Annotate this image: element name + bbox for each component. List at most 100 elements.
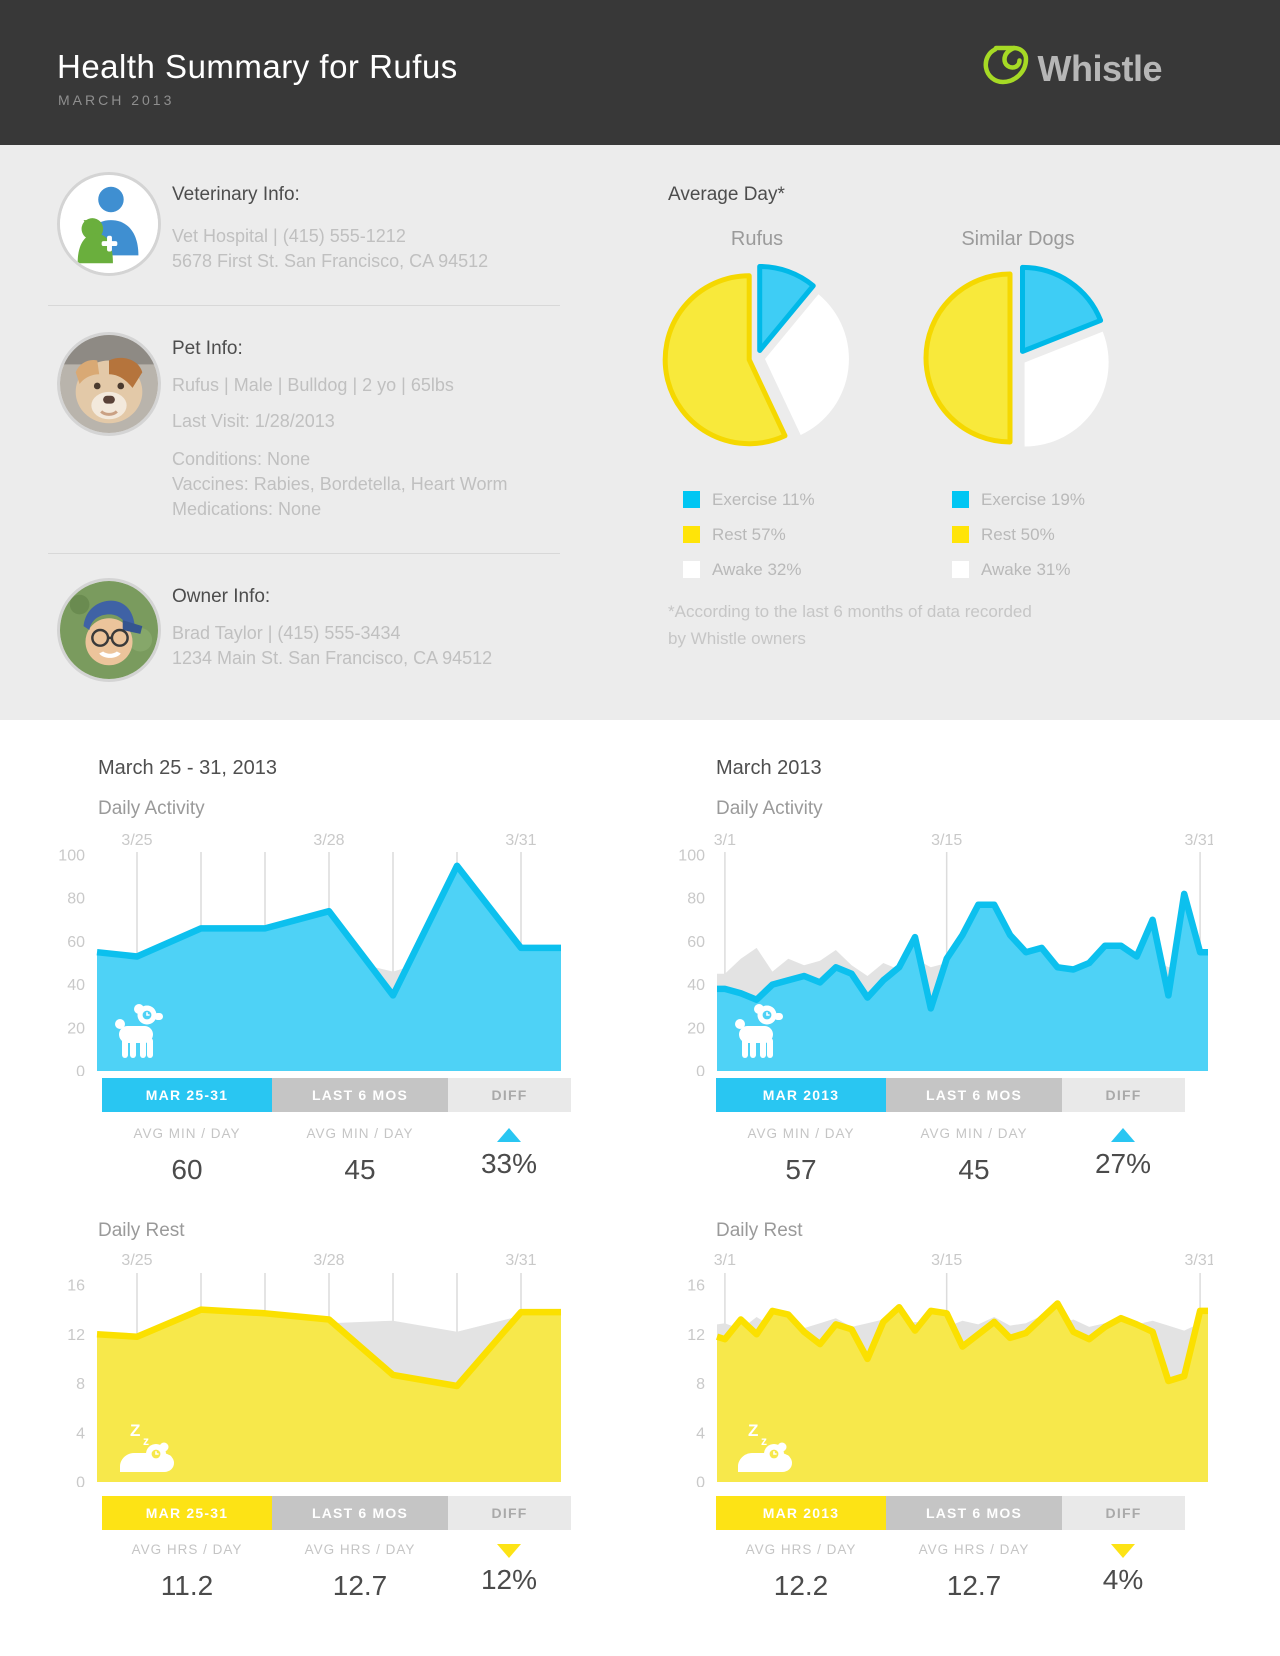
svg-text:16: 16 <box>687 1278 705 1295</box>
tab-current-period: MAR 2013 <box>716 1496 886 1530</box>
vet-info-heading: Veterinary Info: <box>172 184 300 205</box>
metric-value-baseline: 12.7 <box>946 1570 1002 1601</box>
pie-chart-svg <box>923 264 1109 447</box>
svg-text:80: 80 <box>687 891 705 908</box>
month-activity-statsbar: MAR 2013 LAST 6 MOS DIFF <box>716 1078 1185 1112</box>
legend-label: Rest 57% <box>712 524 786 544</box>
tab-diff: DIFF <box>1062 1496 1185 1530</box>
legend-item-rest: Rest 50% <box>952 517 1085 552</box>
legend-item-awake: Awake 31% <box>952 552 1085 587</box>
metric-label: AVG HRS / DAY <box>131 1542 243 1557</box>
divider <box>48 553 560 554</box>
pet-line-1: Rufus | Male | Bulldog | 2 yo | 65lbs <box>172 375 454 395</box>
svg-text:Z: Z <box>748 1421 758 1440</box>
tab-diff: DIFF <box>448 1078 571 1112</box>
svg-text:8: 8 <box>696 1376 705 1393</box>
svg-text:0: 0 <box>76 1475 85 1488</box>
main-line <box>716 1300 1208 1385</box>
footnote-line-1: *According to the last 6 months of data … <box>668 602 1032 621</box>
metric-label: AVG HRS / DAY <box>745 1542 857 1557</box>
svg-text:40: 40 <box>67 977 85 994</box>
legend-swatch-icon <box>683 561 700 578</box>
month-rest-metrics: AVG HRS / DAY 12.2 AVG HRS / DAY 12.7 4% <box>716 1542 1185 1642</box>
tab-last-6-months: LAST 6 MOS <box>886 1496 1062 1530</box>
svg-text:100: 100 <box>58 848 85 865</box>
tab-current-period: MAR 25-31 <box>102 1496 272 1530</box>
week-rest-statsbar: MAR 25-31 LAST 6 MOS DIFF <box>102 1496 571 1530</box>
running-dog-icon <box>733 1000 785 1067</box>
month-rest-statsbar: MAR 2013 LAST 6 MOS DIFF <box>716 1496 1185 1530</box>
metric-value-current: 11.2 <box>160 1570 214 1601</box>
month-activity-metrics: AVG MIN / DAY 57 AVG MIN / DAY 45 27% <box>716 1126 1185 1226</box>
y-axis-labels: 0 20 40 60 80 100 <box>678 848 705 1081</box>
metric-value-diff: 33% <box>480 1148 538 1179</box>
pie-chart-svg <box>662 263 849 447</box>
main-line <box>96 1306 561 1390</box>
svg-text:0: 0 <box>696 1064 705 1077</box>
week-activity-subtitle: Daily Activity <box>98 798 205 819</box>
area-chart-svg: 0 4 8 12 16 3/1 3/15 3/31 <box>687 1252 1216 1492</box>
month-rest-subtitle: Daily Rest <box>716 1220 803 1241</box>
svg-text:3/28: 3/28 <box>313 832 344 849</box>
svg-text:3/25: 3/25 <box>121 832 152 849</box>
svg-text:100: 100 <box>678 848 705 865</box>
tab-current-period: MAR 25-31 <box>102 1078 272 1112</box>
legend-item-rest: Rest 57% <box>683 517 815 552</box>
tab-last-6-months: LAST 6 MOS <box>886 1078 1062 1112</box>
y-axis-labels: 0 4 8 12 16 <box>67 1278 85 1492</box>
sleeping-dog-icon: Z z <box>734 1418 800 1481</box>
owner-avatar <box>57 578 161 682</box>
svg-text:16: 16 <box>67 1278 85 1295</box>
diff-down-triangle-icon <box>497 1544 521 1558</box>
svg-text:3/25: 3/25 <box>121 1252 152 1269</box>
week-rest-chart: 0 4 8 12 16 3/25 3/28 3/31 <box>57 1250 566 1492</box>
main-line <box>96 862 561 999</box>
month-activity-subtitle: Daily Activity <box>716 798 823 819</box>
brand-wordmark: Whistle <box>1037 47 1162 89</box>
svg-text:3/31: 3/31 <box>1185 832 1213 849</box>
pie-slice-rest <box>923 271 1013 445</box>
metric-value-baseline: 45 <box>344 1154 376 1185</box>
metric-label: AVG HRS / DAY <box>304 1542 416 1557</box>
area-chart-svg: 0 20 40 60 80 100 3/1 3/15 3/31 <box>678 832 1215 1081</box>
metric-label: AVG HRS / DAY <box>918 1542 1030 1557</box>
bulldog-icon <box>60 335 158 433</box>
tab-last-6-months: LAST 6 MOS <box>272 1078 448 1112</box>
week-rest-metrics: AVG HRS / DAY 11.2 AVG HRS / DAY 12.7 12… <box>102 1542 571 1642</box>
y-axis-labels: 0 4 8 12 16 <box>687 1278 705 1492</box>
owner-line-1: Brad Taylor | (415) 555-3434 <box>172 623 401 643</box>
legend-similar: Exercise 19% Rest 50% Awake 31% <box>952 482 1085 587</box>
owner-icon <box>60 581 158 679</box>
svg-text:20: 20 <box>687 1020 705 1037</box>
x-axis-labels: 3/25 3/28 3/31 <box>121 1252 536 1269</box>
legend-swatch-icon <box>952 561 969 578</box>
week-activity-metrics: AVG MIN / DAY 60 AVG MIN / DAY 45 33% <box>102 1126 571 1226</box>
pet-last-visit: Last Visit: 1/28/2013 <box>172 411 335 431</box>
legend-swatch-icon <box>683 491 700 508</box>
metric-label: AVG MIN / DAY <box>133 1126 241 1141</box>
pie-slice-exercise <box>1019 264 1104 354</box>
owner-info-heading: Owner Info: <box>172 586 271 607</box>
pie-slice-awake <box>764 294 849 436</box>
svg-text:3/31: 3/31 <box>505 1252 536 1269</box>
metric-value-baseline: 45 <box>958 1154 990 1185</box>
svg-text:z: z <box>143 1434 149 1448</box>
x-axis-labels: 3/1 3/15 3/31 <box>714 1252 1216 1269</box>
report-period: MARCH 2013 <box>58 92 175 108</box>
metric-value-diff: 4% <box>1102 1564 1144 1595</box>
pie-chart-rufus <box>647 252 867 477</box>
metric-value-current: 57 <box>785 1154 817 1185</box>
diff-down-triangle-icon <box>1111 1544 1135 1558</box>
vet-avatar <box>57 172 161 276</box>
pie-title-rufus: Rufus <box>730 228 784 250</box>
legend-label: Exercise 19% <box>981 489 1085 509</box>
svg-text:8: 8 <box>76 1376 85 1393</box>
tab-current-period: MAR 2013 <box>716 1078 886 1112</box>
legend-rufus: Exercise 11% Rest 57% Awake 32% <box>683 482 815 587</box>
svg-text:12: 12 <box>67 1327 85 1344</box>
svg-text:3/31: 3/31 <box>505 832 536 849</box>
vet-icon <box>60 175 158 273</box>
month-activity-chart: 0 20 40 60 80 100 3/1 3/15 3/31 <box>645 826 1215 1081</box>
legend-item-awake: Awake 32% <box>683 552 815 587</box>
